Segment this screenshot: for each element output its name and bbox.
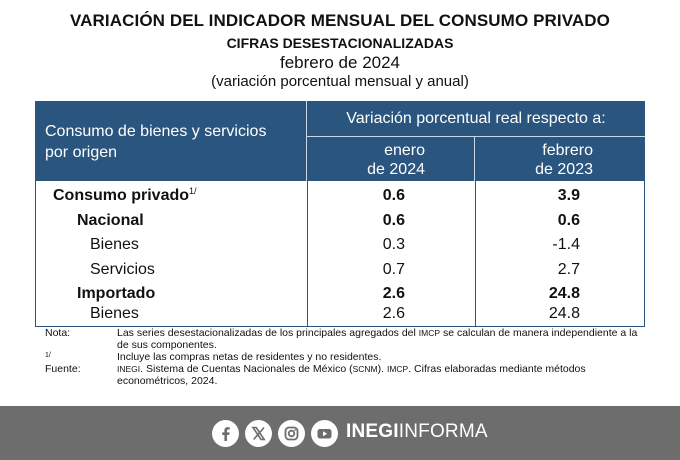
- social-icons: [212, 420, 344, 447]
- row-label: Consumo privado1/: [53, 186, 197, 204]
- row-value-annual: 24.8: [548, 285, 580, 302]
- row-value-annual: 2.7: [557, 260, 580, 278]
- notes-block: Nota: Las series desestacionalizadas de …: [45, 327, 645, 387]
- main-title: VARIACIÓN DEL INDICADOR MENSUAL DEL CONS…: [69, 11, 610, 30]
- header-col-enero-2024: enero de 2024: [367, 142, 425, 178]
- row-label: Bienes: [90, 236, 139, 253]
- table-body: Consumo privado1/ 0.6 3.9 Nacional 0.6 0…: [35, 181, 645, 327]
- table-row: Nacional 0.6 0.6: [36, 209, 646, 234]
- table-row: Bienes 2.6 24.8: [36, 302, 646, 327]
- note-fuente: Fuente: INEGI. Sistema de Cuentas Nacion…: [45, 363, 586, 387]
- note-nota: Nota: Las series desestacionalizadas de …: [45, 327, 638, 351]
- header-col-febrero-2023: febrero de 2023: [535, 142, 593, 178]
- inegi-informa-brand: INEGIINFORMA: [346, 421, 488, 442]
- youtube-icon[interactable]: [311, 420, 338, 447]
- row-label: Servicios: [90, 260, 155, 278]
- row-label: Nacional: [77, 211, 144, 229]
- row-value-monthly: 2.6: [382, 285, 405, 302]
- table-row: Servicios 0.7 2.7: [36, 258, 646, 283]
- facebook-icon[interactable]: [212, 420, 239, 447]
- row-label: Bienes: [90, 305, 139, 322]
- table-row: Importado 2.6 24.8: [36, 282, 646, 307]
- row-value-monthly: 0.3: [382, 236, 405, 253]
- note-footnote: 1/ Incluye las compras netas de resident…: [45, 351, 382, 363]
- row-value-monthly: 0.6: [382, 211, 405, 229]
- instagram-icon[interactable]: [278, 420, 305, 447]
- footer-bar: INEGIINFORMA: [0, 406, 680, 460]
- row-value-monthly: 0.6: [382, 187, 405, 204]
- row-value-monthly: 2.6: [382, 305, 405, 322]
- row-value-annual: 3.9: [557, 187, 580, 204]
- table-row: Consumo privado1/ 0.6 3.9: [36, 184, 646, 209]
- consumption-table: Consumo de bienes y servicios por origen…: [35, 101, 645, 327]
- table-header: Consumo de bienes y servicios por origen…: [35, 101, 645, 181]
- row-value-annual: 0.6: [557, 211, 580, 229]
- row-value-annual: 24.8: [548, 305, 580, 322]
- row-value-annual: -1.4: [552, 236, 580, 253]
- subtitle: CIFRAS DESESTACIONALIZADAS: [226, 35, 454, 51]
- row-value-monthly: 0.7: [382, 260, 405, 278]
- header-variation: Variación porcentual real respecto a:: [346, 110, 606, 127]
- row-label: Importado: [77, 285, 156, 302]
- title-block: VARIACIÓN DEL INDICADOR MENSUAL DEL CONS…: [0, 10, 680, 91]
- period-title: febrero de 2024: [279, 53, 401, 72]
- header-origin: Consumo de bienes y servicios por origen: [45, 123, 267, 161]
- unit-title: (variación porcentual mensual y anual): [211, 73, 469, 90]
- x-icon[interactable]: [245, 420, 272, 447]
- table-row: Bienes 0.3 -1.4: [36, 233, 646, 258]
